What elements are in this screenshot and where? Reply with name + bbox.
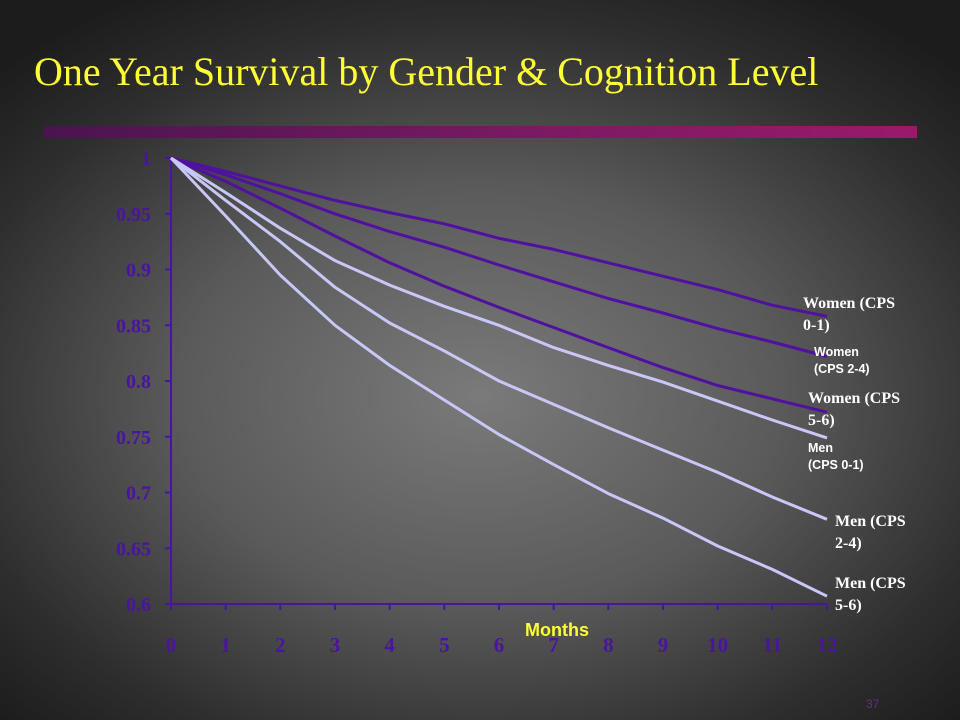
- x-tick-label: 10: [707, 633, 728, 657]
- y-tick-label: 0.75: [116, 427, 151, 449]
- title-divider: [44, 126, 917, 138]
- y-tick-label: 0.95: [116, 204, 151, 226]
- y-tick-label: 0.9: [126, 260, 151, 282]
- series-lines: [169, 156, 828, 598]
- series-labels: Women (CPS 0-1) Women (CPS 2-4) Women (CPS 5-…: [803, 295, 906, 614]
- x-tick-label: 9: [658, 633, 669, 657]
- y-tick-label: 1: [141, 148, 151, 170]
- series-label: Women (CPS: [803, 295, 895, 312]
- y-axis-ticks: 1 0.95 0.9 0.85 0.8 0.75 0.7 0.65 0.6: [116, 148, 171, 616]
- series-line-women-cps-5-6: [170, 156, 828, 414]
- slide-title: One Year Survival by Gender & Cognition …: [34, 49, 819, 94]
- series-line-women-cps-0-1: [170, 156, 828, 318]
- series-label: Men (CPS: [835, 575, 906, 592]
- series-label: Men: [808, 441, 833, 455]
- series-label: 5-6): [808, 412, 835, 429]
- x-tick-label: 1: [220, 633, 231, 657]
- x-tick-label: 2: [275, 633, 286, 657]
- y-tick-label: 0.7: [126, 483, 151, 505]
- series-label: (CPS 2-4): [814, 362, 870, 376]
- x-tick-label: 8: [603, 633, 614, 657]
- series-label: Women (CPS: [808, 390, 900, 407]
- x-axis-ticks: 0 1 2 3 4 5 6 7 8 9 10 11 12: [166, 604, 838, 657]
- slide-number: 37: [866, 697, 880, 711]
- series-label: Women: [814, 345, 859, 359]
- series-line-men-cps-5-6: [169, 156, 828, 598]
- x-tick-label: 0: [166, 633, 177, 657]
- x-tick-label: 3: [330, 633, 341, 657]
- x-tick-label: 12: [817, 633, 838, 657]
- x-tick-label: 6: [494, 633, 505, 657]
- x-tick-label: 4: [384, 633, 395, 657]
- y-tick-label: 0.6: [126, 594, 151, 616]
- x-tick-label: 11: [762, 633, 782, 657]
- x-tick-label: 5: [439, 633, 450, 657]
- series-label: 5-6): [835, 597, 862, 614]
- x-axis-label: Months: [525, 620, 589, 640]
- series-label: (CPS 0-1): [808, 458, 864, 472]
- series-line-men-cps-2-4: [170, 156, 828, 521]
- y-tick-label: 0.8: [126, 371, 151, 393]
- y-tick-label: 0.65: [116, 538, 151, 560]
- series-line-men-cps-0-1: [170, 156, 828, 440]
- series-label: Men (CPS: [835, 513, 906, 530]
- x-tick-label: 7: [548, 633, 559, 657]
- series-label: 2-4): [835, 535, 862, 552]
- y-tick-label: 0.85: [116, 315, 151, 337]
- series-line-women-cps-2-4: [170, 156, 828, 358]
- series-label: 0-1): [803, 317, 830, 334]
